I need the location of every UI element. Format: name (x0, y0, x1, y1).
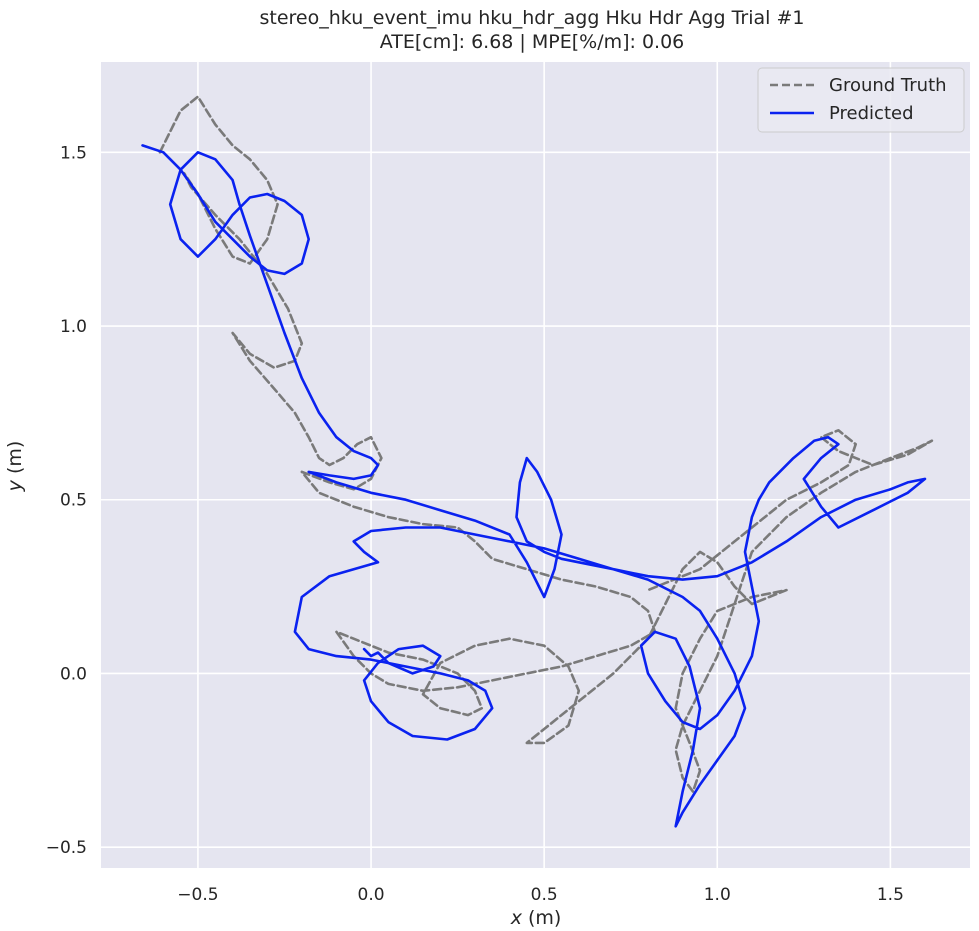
y-tick-label: 0.0 (60, 664, 87, 684)
x-tick-label: 0.5 (531, 885, 558, 905)
series-line-predicted (141, 144, 927, 828)
grid (101, 62, 970, 868)
x-tick-label: 1.0 (704, 885, 731, 905)
chart-title: stereo_hku_event_imu hku_hdr_agg Hku Hdr… (260, 7, 805, 29)
y-tick-label: 1.5 (60, 143, 87, 163)
x-tick-label: 1.5 (877, 885, 904, 905)
series-line-ground-truth (158, 95, 934, 793)
x-axis-var: x (510, 907, 523, 929)
x-tick-labels: −0.5 0.0 0.5 1.0 1.5 (177, 885, 904, 905)
y-tick-label: −0.5 (46, 838, 87, 858)
y-axis-label: y (m) (4, 441, 26, 493)
y-tick-label: 1.0 (60, 317, 87, 337)
x-axis-unit: (m) (522, 907, 561, 929)
x-tick-label: 0.0 (358, 885, 385, 905)
y-axis-unit: (m) (4, 441, 26, 480)
x-tick-label: −0.5 (177, 885, 218, 905)
y-tick-labels: −0.5 0.0 0.5 1.0 1.5 (46, 143, 87, 858)
x-axis-label: x (m) (510, 907, 562, 929)
y-axis-var: y (4, 479, 26, 492)
legend-label-predicted: Predicted (829, 103, 914, 124)
plot-area (101, 62, 970, 868)
legend-label-ground-truth: Ground Truth (829, 75, 947, 96)
legend: Ground Truth Predicted (757, 67, 965, 133)
y-tick-label: 0.5 (60, 491, 87, 511)
series-layer (141, 95, 934, 828)
chart-subtitle: ATE[cm]: 6.68 | MPE[%/m]: 0.06 (380, 31, 685, 53)
